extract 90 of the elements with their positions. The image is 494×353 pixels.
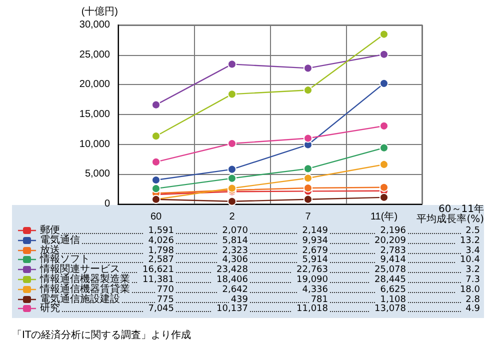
data-label: 2,196 <box>380 226 406 236</box>
point <box>304 64 312 73</box>
point <box>304 174 312 183</box>
legend-label: 情報通信機器賃貸業 <box>40 284 130 295</box>
point <box>304 194 312 204</box>
data-label: 22,763 <box>296 265 328 276</box>
data-label: 5,914 <box>302 255 328 266</box>
legend-label: 電気通信 <box>40 234 80 246</box>
point <box>380 160 388 169</box>
y-tick-label: 0 <box>104 198 110 210</box>
data-label: 2,679 <box>302 246 328 256</box>
data-label: 11,018 <box>296 304 328 314</box>
point <box>228 196 236 206</box>
data-label: 5,814 <box>222 236 248 246</box>
point <box>380 78 388 88</box>
text: 10.4 <box>460 255 480 266</box>
data-label: 2,149 <box>302 226 328 236</box>
point <box>304 134 312 143</box>
data-label: 23,428 <box>216 265 248 276</box>
data-label: 1,798 <box>148 246 174 256</box>
data-label: 2,070 <box>222 226 248 236</box>
data-label: 1,108 <box>380 294 406 305</box>
text: 2.5 <box>466 226 480 236</box>
point <box>228 164 236 174</box>
data-label: 18,406 <box>216 274 248 285</box>
data-label: 6,625 <box>380 284 406 295</box>
text: 7.3 <box>466 274 480 285</box>
point <box>304 86 312 95</box>
x-tick-label: 7 <box>305 212 312 222</box>
point <box>304 164 312 174</box>
y-tick-label: 25,000 <box>79 49 110 60</box>
data-label: 4,306 <box>222 255 248 266</box>
y-tick-label: 15,000 <box>79 109 110 120</box>
data-label: 4,336 <box>302 284 328 295</box>
text: 13.2 <box>460 236 480 246</box>
data-label: 439 <box>230 294 248 305</box>
x-tick-label: 11(年) <box>370 210 398 222</box>
data-label: 20,209 <box>374 236 406 246</box>
point <box>380 143 388 152</box>
data-label: 4,026 <box>148 236 174 246</box>
point <box>152 132 160 141</box>
text: 18.0 <box>460 284 480 295</box>
text: 60～11年 <box>438 204 484 215</box>
data-label: 19,090 <box>296 274 328 285</box>
text: 平均成長率(%) <box>416 214 484 225</box>
legend-label: 研究 <box>40 303 60 314</box>
data-label: 11,381 <box>142 274 174 285</box>
point <box>380 182 388 192</box>
y-tick-label: 5,000 <box>84 168 110 180</box>
point <box>152 184 160 194</box>
data-label: 28,445 <box>374 274 406 285</box>
data-label: 13,078 <box>374 304 406 314</box>
data-label: 7,045 <box>148 304 174 314</box>
data-label: 9,934 <box>302 236 328 246</box>
data-label: 25,078 <box>374 265 406 276</box>
data-label: 9,414 <box>380 255 406 266</box>
text: 3.4 <box>466 246 480 256</box>
data-label: 2,642 <box>222 284 248 295</box>
data-label: 2,783 <box>380 246 406 256</box>
legend-label: 電気通信施設建設 <box>40 294 120 305</box>
point <box>380 192 388 202</box>
x-tick-label: 2 <box>229 212 236 222</box>
text: 「ITの経済分析に関する調査」より作成 <box>12 328 192 342</box>
data-label: 775 <box>156 294 174 305</box>
y-axis-title: (十億円) <box>81 6 118 18</box>
x-tick-label: 60 <box>150 212 162 222</box>
data-label: 781 <box>310 294 328 305</box>
point <box>228 60 236 69</box>
point <box>304 184 312 193</box>
text: 4.9 <box>466 304 480 314</box>
data-label: 770 <box>156 284 174 295</box>
point <box>380 121 388 130</box>
point <box>228 90 236 99</box>
data-label: 2,323 <box>222 246 248 256</box>
legend-label: 情報通信機器製造業 <box>40 274 130 285</box>
point <box>380 50 388 59</box>
text: 2.8 <box>466 294 480 305</box>
y-tick-label: 30,000 <box>79 20 110 30</box>
y-tick-label: 10,000 <box>79 138 110 150</box>
point <box>380 30 388 39</box>
data-label: 10,137 <box>216 304 248 314</box>
legend-label: 郵便 <box>40 225 60 236</box>
data-label: 2,587 <box>148 255 174 266</box>
point <box>152 157 160 166</box>
point <box>152 100 160 110</box>
data-label: 1,591 <box>148 226 174 236</box>
y-tick-label: 20,000 <box>79 79 110 90</box>
data-label: 16,621 <box>142 265 174 276</box>
point <box>228 174 236 183</box>
text: 3.2 <box>466 265 480 276</box>
